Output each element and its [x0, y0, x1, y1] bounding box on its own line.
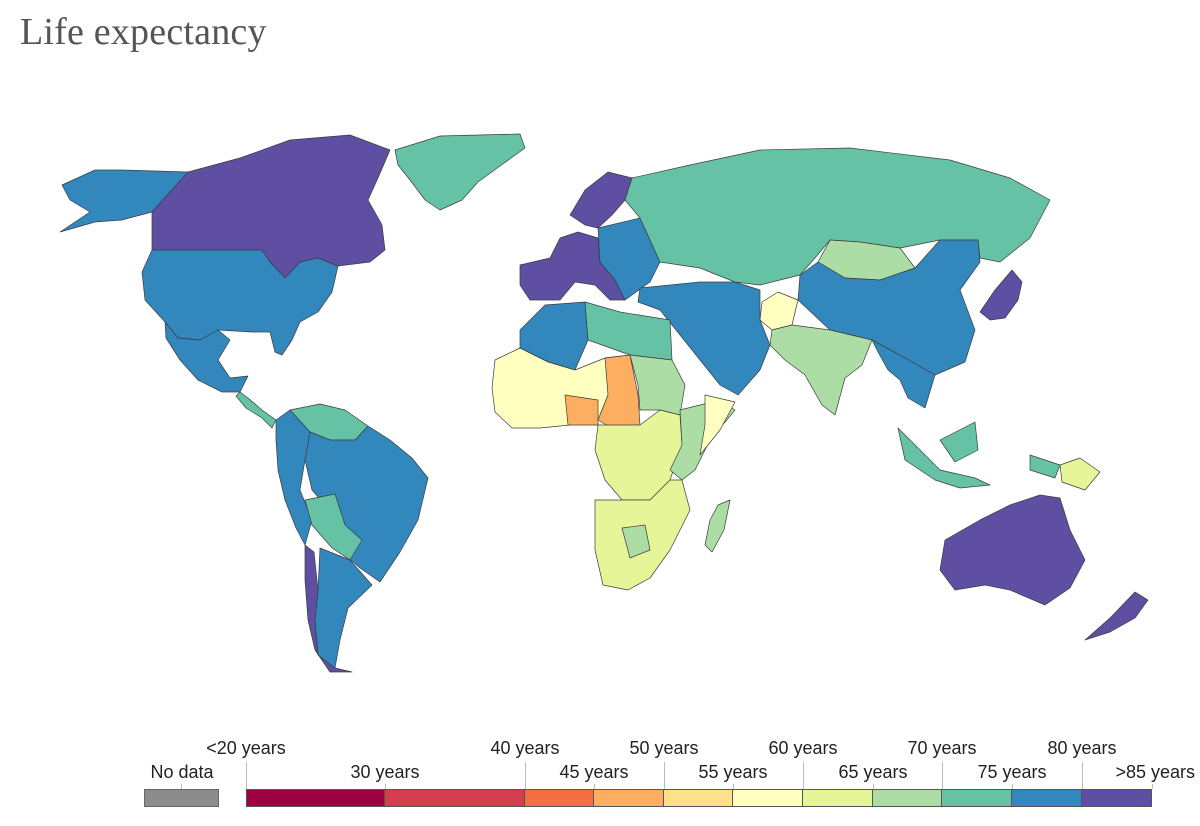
region-bolivia-paraguay[interactable] [304, 493, 363, 561]
region-madagascar[interactable] [704, 499, 731, 553]
region-central-america[interactable] [235, 391, 277, 429]
region-japan[interactable] [979, 269, 1023, 321]
region-libya-egypt[interactable] [584, 301, 673, 361]
region-scandinavia[interactable] [569, 171, 633, 229]
region-greenland[interactable] [394, 133, 526, 211]
region-south-asia[interactable] [769, 324, 873, 416]
region-southeast-asia[interactable] [871, 339, 936, 409]
region-new-zealand[interactable] [1084, 591, 1149, 641]
region-somalia[interactable] [699, 394, 736, 456]
region-andean-south-america[interactable] [275, 409, 313, 546]
region-mexico[interactable] [164, 321, 249, 393]
region-alaska[interactable] [59, 169, 189, 233]
page-title: Life expectancy [20, 11, 267, 53]
region-chile[interactable] [304, 544, 353, 673]
region-afghanistan[interactable] [759, 291, 799, 331]
region-botswana[interactable] [621, 524, 651, 559]
region-png[interactable] [1059, 457, 1101, 491]
region-turkey-iran-arabia[interactable] [637, 281, 771, 396]
region-australia[interactable] [939, 494, 1086, 606]
region-indonesia[interactable] [897, 421, 1061, 489]
